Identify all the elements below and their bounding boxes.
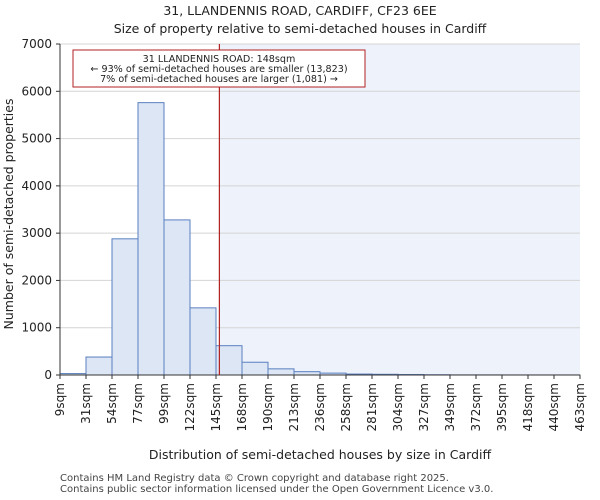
- x-tick-label: 281sqm: [365, 383, 379, 431]
- x-tick-label: 190sqm: [261, 383, 275, 431]
- footer-line-2: Contains public sector information licen…: [60, 484, 494, 495]
- histogram-bar: [189, 307, 217, 376]
- y-tick-label: 0: [44, 368, 52, 382]
- chart-subtitle: Size of property relative to semi-detach…: [113, 21, 487, 36]
- x-tick-label: 349sqm: [443, 383, 457, 431]
- x-tick-label: 31sqm: [79, 383, 93, 424]
- x-tick-label: 168sqm: [235, 383, 249, 431]
- chart-title: 31, LLANDENNIS ROAD, CARDIFF, CF23 6EE: [163, 3, 437, 18]
- histogram-bar: [111, 238, 139, 376]
- histogram-bar: [215, 345, 243, 376]
- y-tick-label: 1000: [21, 321, 52, 335]
- highlight-region: [219, 44, 581, 375]
- x-tick-label: 440sqm: [547, 383, 561, 431]
- histogram-bar: [137, 102, 165, 376]
- annotation-line-2: ← 93% of semi-detached houses are smalle…: [90, 64, 347, 75]
- histogram-chart: 0 1000 2000 3000 4000 5000 6000 7000 9sqm 31sqm 5…: [1, 37, 587, 462]
- y-tick-label: 5000: [21, 132, 52, 146]
- histogram-bar: [163, 219, 191, 376]
- x-tick-label: 372sqm: [469, 383, 483, 431]
- x-tick-label: 145sqm: [209, 383, 223, 431]
- y-tick-label: 3000: [21, 226, 52, 240]
- x-tick-label: 395sqm: [495, 383, 509, 431]
- y-tick-label: 6000: [21, 84, 52, 98]
- x-tick-label: 304sqm: [391, 383, 405, 431]
- y-tick-label: 7000: [21, 37, 52, 51]
- x-tick-label: 54sqm: [105, 383, 119, 424]
- y-axis-label: Number of semi-detached properties: [1, 99, 16, 330]
- x-tick-label: 236sqm: [313, 383, 327, 431]
- x-tick-label: 77sqm: [131, 383, 145, 424]
- histogram-bar: [85, 356, 113, 376]
- x-tick-label: 327sqm: [417, 383, 431, 431]
- x-tick-label: 258sqm: [339, 383, 353, 431]
- y-tick-label: 2000: [21, 273, 52, 287]
- y-tick-label: 4000: [21, 179, 52, 193]
- x-tick-label: 99sqm: [157, 383, 171, 424]
- histogram-bar: [241, 361, 269, 376]
- footer-line-1: Contains HM Land Registry data © Crown c…: [60, 473, 449, 484]
- x-axis-label: Distribution of semi-detached houses by …: [149, 447, 492, 462]
- x-tick-label: 418sqm: [521, 383, 535, 431]
- x-tick-label: 213sqm: [287, 383, 301, 431]
- x-tick-label: 9sqm: [53, 383, 67, 416]
- annotation-line-1: 31 LLANDENNIS ROAD: 148sqm: [143, 54, 296, 65]
- histogram-bar: [267, 368, 295, 376]
- annotation-box: [72, 49, 366, 88]
- x-tick-label: 122sqm: [183, 383, 197, 431]
- annotation-line-3: 7% of semi-detached houses are larger (1…: [100, 74, 338, 85]
- x-tick-label: 463sqm: [573, 383, 587, 431]
